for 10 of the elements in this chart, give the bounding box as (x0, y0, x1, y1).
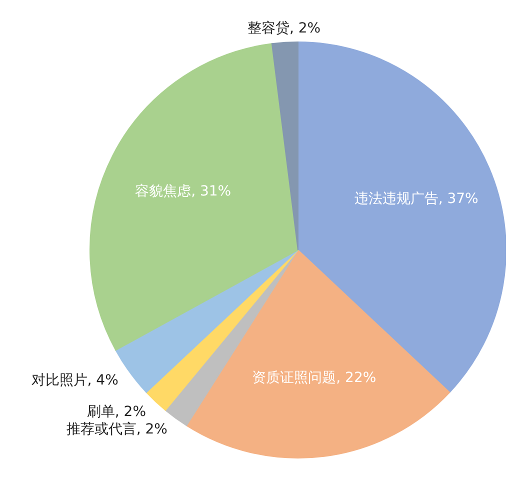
pie-slice (90, 43, 298, 351)
pie-slice (186, 250, 450, 458)
slice-label: 对比照片, 4% (31, 372, 118, 388)
pie-slice (271, 42, 298, 250)
slice-label: 刷单, 2% (86, 404, 146, 420)
slice-label: 推荐或代言, 2% (66, 422, 168, 438)
slice-label: 违法违规广告, 37% (354, 190, 478, 207)
slice-label: 容貌焦虑, 31% (135, 183, 232, 200)
slice-label: 资质证照问题, 22% (252, 370, 376, 386)
slice-label: 整容贷, 2% (248, 20, 321, 36)
